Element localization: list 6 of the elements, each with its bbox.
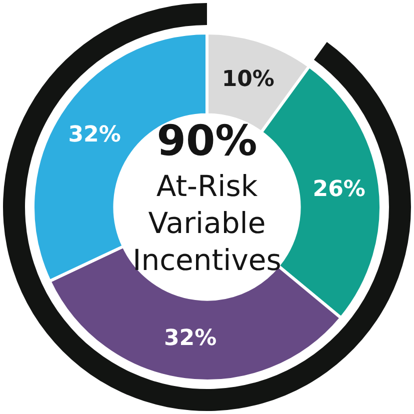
data-label: 10% (222, 67, 274, 92)
text: At-Risk Variable Incentives (132, 168, 282, 279)
data-label: 32% (164, 326, 217, 351)
text: 90% (156, 115, 258, 167)
data-label: 26% (312, 177, 366, 202)
data-label: 32% (68, 122, 121, 148)
